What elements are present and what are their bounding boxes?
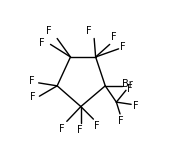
Text: F: F xyxy=(120,42,126,52)
Text: F: F xyxy=(94,121,100,131)
Text: F: F xyxy=(127,84,133,94)
Text: F: F xyxy=(77,125,83,135)
Text: F: F xyxy=(46,25,52,36)
Text: F: F xyxy=(59,124,65,134)
Text: F: F xyxy=(39,38,45,48)
Text: F: F xyxy=(86,25,92,36)
Text: F: F xyxy=(111,32,117,42)
Text: F: F xyxy=(118,116,124,126)
Text: F: F xyxy=(29,76,34,86)
Text: F: F xyxy=(30,92,36,102)
Text: Br: Br xyxy=(122,79,132,89)
Text: F: F xyxy=(133,101,139,111)
